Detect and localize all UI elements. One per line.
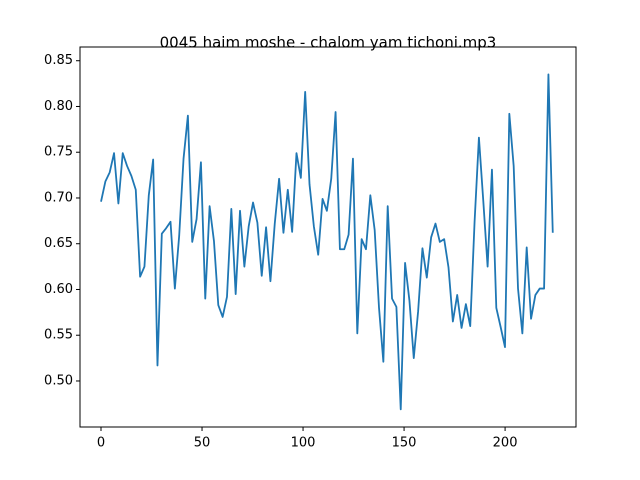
y-tick-label: 0.75 — [44, 145, 73, 160]
y-tick-label: 0.50 — [44, 373, 73, 388]
chart-title: 0045 haim moshe - chalom yam tichoni.mp3 — [160, 34, 497, 52]
x-tick-label: 200 — [493, 436, 518, 451]
y-tick-label: 0.70 — [44, 190, 73, 205]
y-tick-label: 0.85 — [44, 53, 73, 68]
x-tick-label: 150 — [392, 436, 417, 451]
y-tick-label: 0.80 — [44, 99, 73, 114]
x-tick-label: 50 — [194, 436, 211, 451]
x-tick-label: 100 — [291, 436, 316, 451]
line — [100, 73, 554, 411]
y-tick-label: 0.55 — [44, 328, 73, 343]
y-tick-label: 0.65 — [44, 236, 73, 251]
y-tick-label: 0.60 — [44, 282, 73, 297]
plot-frame — [79, 46, 577, 428]
x-tick-label: 0 — [97, 436, 105, 451]
